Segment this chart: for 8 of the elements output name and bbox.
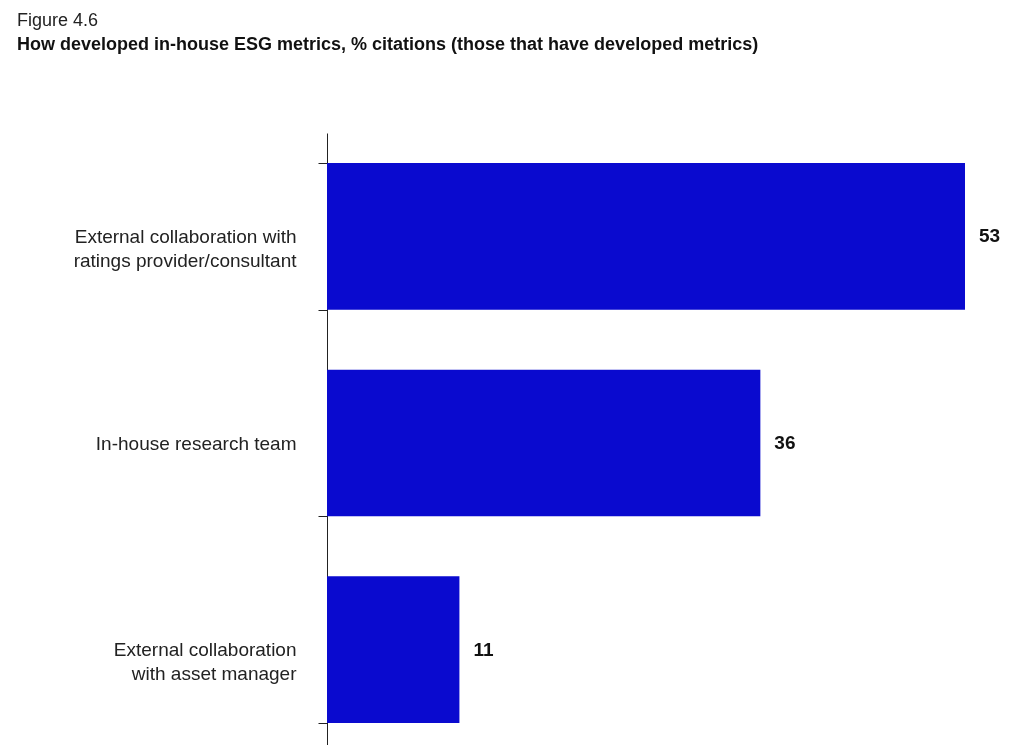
chart-subtitle: How developed in-house ESG metrics, % citations (those that have developed metrics) <box>17 34 759 54</box>
data-label: 53 <box>979 225 1001 247</box>
y-tick-label: In-house research team <box>95 432 297 454</box>
data-label: 11 <box>473 638 494 660</box>
y-tick-label: External collaboration with ratings provider/consultant <box>73 225 298 271</box>
text: Figure 4.6 <box>17 10 99 30</box>
data-label: 36 <box>774 432 796 453</box>
y-tick-label: External collaboration with asset manager <box>113 639 298 685</box>
